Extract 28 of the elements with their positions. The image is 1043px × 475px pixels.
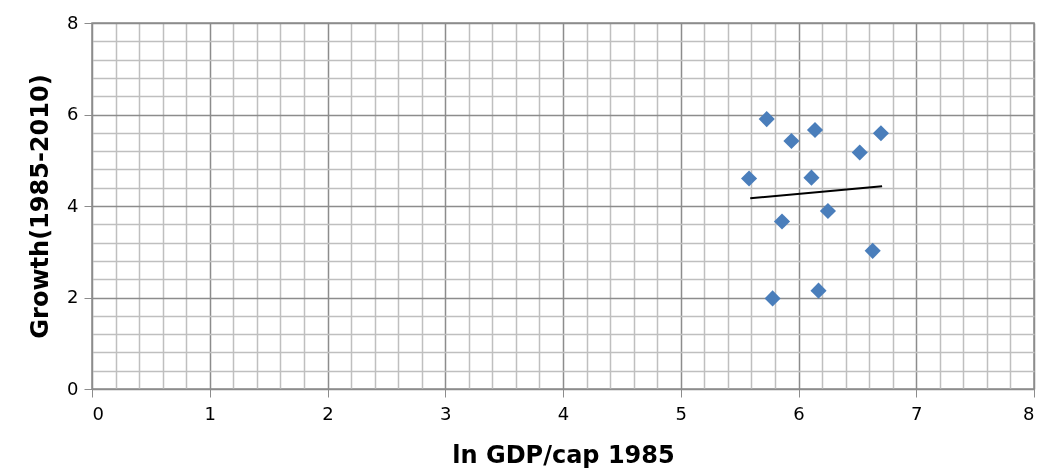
point (872, 125, 889, 142)
y-tick-label: 4 (67, 194, 79, 216)
x-tick-label: 1 (204, 402, 216, 424)
x-tick-label: 6 (793, 402, 805, 424)
point (864, 242, 881, 259)
point (851, 144, 868, 161)
point (810, 282, 827, 299)
x-tick-label: 3 (440, 402, 452, 424)
point (740, 170, 758, 187)
x-axis-title: ln GDP/cap 1985 (452, 440, 675, 469)
x-tick-label: 4 (557, 402, 570, 424)
x-tick-label: 2 (322, 402, 334, 424)
y-tick-label: 2 (67, 286, 79, 307)
point (773, 213, 791, 230)
point (758, 111, 775, 128)
x-tick-label: 0 (92, 402, 104, 424)
y-tick-label: 6 (67, 103, 79, 124)
y-tick-label: 0 (67, 377, 79, 399)
point (803, 169, 820, 186)
y-tick-label: 8 (67, 11, 79, 33)
x-tick-label: 7 (911, 402, 923, 424)
x-tick-label: 5 (675, 402, 687, 424)
point (806, 121, 824, 139)
x-tick-label: 8 (1023, 402, 1035, 424)
point (819, 202, 836, 220)
y-axis-title: Growth(1985-2010) (26, 74, 55, 339)
point (783, 132, 800, 150)
point (764, 290, 781, 307)
